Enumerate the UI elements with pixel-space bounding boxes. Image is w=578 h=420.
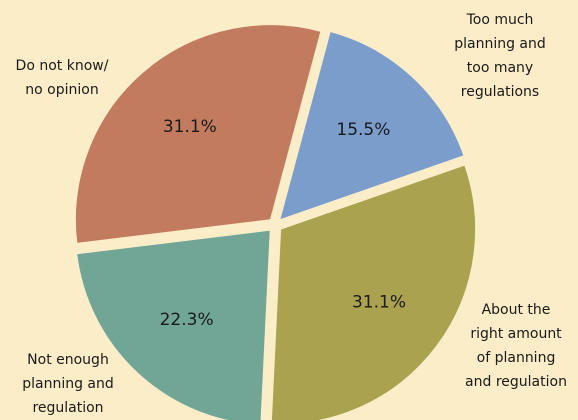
pie-slice [76,229,271,420]
category-label: About the right amount of planning and regu… [465,302,567,390]
pie-slice [270,164,477,420]
value-label: 31.1% [163,117,217,137]
label-line: Do not know/ [16,58,109,74]
pie-slice [74,24,322,244]
category-label: Do not know/no opinion [16,58,109,98]
value-label: 22.3% [160,310,214,330]
value-label: 15.5% [336,120,390,140]
label-line: Not enough [27,352,109,368]
label-line: planning and [454,36,546,52]
category-label: Not enough planning and regulation [22,352,114,416]
label-line: of planning [477,350,556,366]
label-line: no opinion [25,82,98,98]
label-line: right amount [470,326,562,342]
category-label: Too much planning and too many regulations [454,12,546,100]
value-label: 31.1% [352,293,406,313]
pie-slice [279,30,465,221]
label-line: About the [482,302,551,318]
label-line: too many [467,60,533,76]
label-line: regulation [32,400,103,416]
label-line: planning and [22,376,114,392]
label-line: Too much [466,12,534,28]
label-line: and regulation [465,374,567,390]
label-line: regulations [461,84,539,100]
